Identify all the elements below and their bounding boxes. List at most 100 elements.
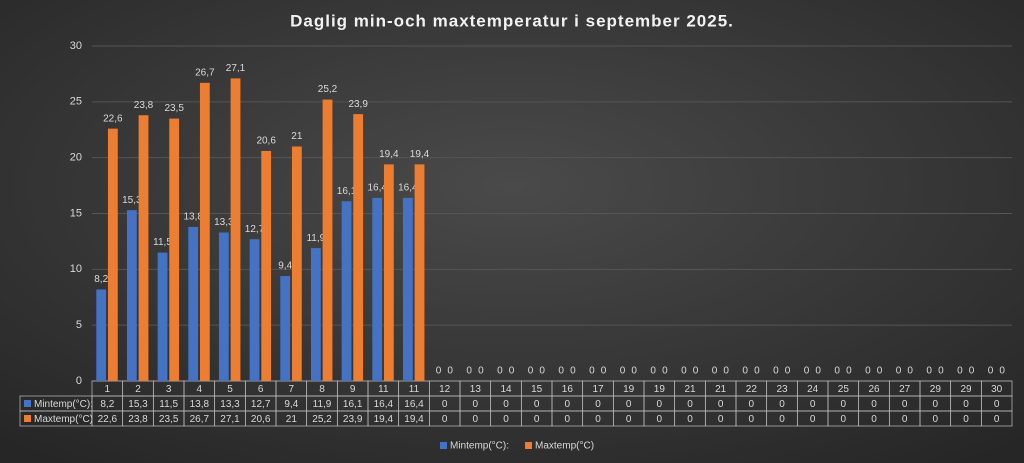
table-value: 22,6 [98, 414, 118, 425]
data-label: 0 [601, 366, 607, 377]
data-label: 0 [662, 366, 668, 377]
x-tick-label: 11 [409, 384, 420, 395]
data-label: 0 [742, 366, 748, 377]
bar [169, 118, 180, 381]
data-label: 16,4 [398, 183, 418, 194]
x-tick-label: 5 [227, 384, 233, 395]
x-tick-label: 29 [960, 384, 972, 395]
data-label: 20,6 [256, 136, 276, 147]
data-label: 0 [846, 366, 852, 377]
bar [353, 114, 364, 381]
bar [138, 115, 149, 381]
data-label: 0 [804, 366, 810, 377]
table-value: 21 [286, 414, 298, 425]
x-tick-label: 9 [350, 384, 356, 395]
data-label: 0 [712, 366, 718, 377]
data-label: 0 [509, 366, 515, 377]
data-label: 23,8 [134, 100, 154, 111]
table-value: 0 [779, 399, 785, 410]
chart-title: Daglig min-och maxtemperatur i september… [290, 11, 734, 30]
bar [188, 226, 199, 381]
x-tick-label: 1 [105, 384, 111, 395]
table-value: 13,3 [220, 399, 240, 410]
table-value: 0 [595, 414, 601, 425]
x-tick-label: 26 [868, 384, 880, 395]
data-label: 15,3 [122, 195, 142, 206]
table-value: 0 [994, 399, 1000, 410]
bar [249, 239, 260, 381]
table-value: 0 [933, 399, 939, 410]
table-value: 0 [473, 414, 479, 425]
table-value: 0 [933, 414, 939, 425]
x-tick-label: 25 [838, 384, 850, 395]
table-value: 13,8 [190, 399, 210, 410]
table-value: 0 [595, 399, 601, 410]
table-value: 0 [718, 414, 724, 425]
table-cell [980, 410, 1013, 427]
data-label: 11,9 [306, 233, 325, 244]
table-value: 16,4 [404, 399, 424, 410]
data-label: 0 [957, 366, 963, 377]
x-tick-label: 3 [166, 384, 172, 395]
table-value: 0 [657, 399, 663, 410]
data-label: 21 [291, 131, 303, 142]
table-value: 0 [749, 399, 755, 410]
bar [230, 78, 241, 381]
y-tick-label: 30 [70, 40, 82, 52]
table-value: 0 [718, 399, 724, 410]
table-value: 0 [871, 414, 877, 425]
x-tick-label: 23 [776, 384, 788, 395]
data-label: 0 [988, 366, 994, 377]
data-label: 25,2 [318, 84, 338, 95]
y-tick-label: 15 [70, 207, 82, 219]
table-value: 0 [841, 399, 847, 410]
table-value: 20,6 [251, 414, 271, 425]
y-tick-label: 25 [70, 96, 82, 108]
data-label: 0 [497, 366, 503, 377]
x-tick-label: 7 [289, 384, 295, 395]
data-label: 19,4 [410, 149, 430, 160]
data-label: 0 [938, 366, 944, 377]
data-label: 0 [969, 366, 975, 377]
data-label: 9,4 [278, 261, 292, 272]
y-tick-label: 20 [70, 152, 82, 164]
x-tick-label: 17 [592, 384, 604, 395]
data-label: 0 [650, 366, 656, 377]
data-label: 11,5 [153, 237, 172, 248]
bar [322, 99, 333, 381]
data-label: 0 [681, 366, 687, 377]
data-label: 0 [631, 366, 637, 377]
table-value: 0 [963, 414, 969, 425]
x-tick-label: 21 [715, 384, 727, 395]
x-tick-label: 8 [319, 384, 325, 395]
legend-label: Maxtemp(°C) [535, 441, 594, 452]
data-label: 0 [773, 366, 779, 377]
table-value: 0 [902, 414, 908, 425]
data-label: 0 [865, 366, 871, 377]
table-value: 0 [841, 414, 847, 425]
table-value: 0 [534, 414, 540, 425]
data-label: 0 [447, 366, 453, 377]
x-tick-label: 12 [439, 384, 451, 395]
table-value: 0 [626, 399, 632, 410]
data-label: 8,2 [94, 274, 108, 285]
data-label: 23,9 [348, 99, 368, 110]
data-label: 0 [999, 366, 1005, 377]
data-label: 27,1 [226, 63, 246, 74]
x-tick-label: 19 [654, 384, 666, 395]
x-tick-label: 21 [684, 384, 696, 395]
data-label: 0 [723, 366, 729, 377]
bar [402, 197, 413, 381]
data-label: 16,4 [367, 183, 387, 194]
bar [414, 164, 425, 381]
data-label: 0 [620, 366, 626, 377]
legend-key [525, 442, 533, 449]
table-value: 0 [779, 414, 785, 425]
x-tick-label: 11 [378, 384, 389, 395]
data-label: 0 [907, 366, 913, 377]
table-value: 0 [871, 399, 877, 410]
table-value: 0 [565, 399, 571, 410]
data-label: 16,1 [337, 186, 357, 197]
table-value: 12,7 [251, 399, 271, 410]
x-tick-label: 16 [562, 384, 574, 395]
